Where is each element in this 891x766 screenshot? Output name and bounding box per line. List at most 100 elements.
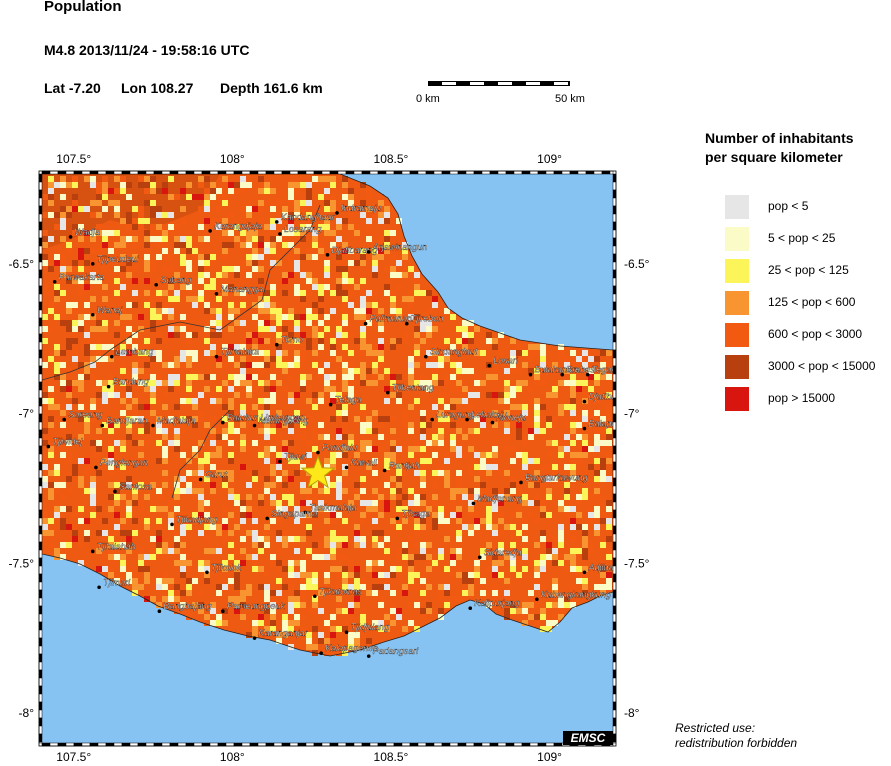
population-cell	[78, 458, 84, 464]
population-cell	[78, 326, 84, 332]
population-cell	[348, 368, 354, 374]
frame-segment	[473, 170, 483, 175]
population-cell	[192, 194, 198, 200]
population-cell	[378, 626, 384, 632]
population-cell	[234, 578, 240, 584]
population-cell	[534, 344, 540, 350]
population-cell	[570, 560, 576, 566]
population-cell	[270, 284, 276, 290]
frame-segment	[81, 742, 91, 747]
frame-segment	[289, 742, 299, 747]
frame-segment	[38, 357, 43, 367]
population-cell	[252, 566, 258, 572]
population-cell	[522, 608, 528, 614]
population-cell	[168, 314, 174, 320]
frame-segment	[612, 221, 617, 231]
city-marker: Tjimalaka	[214, 347, 259, 359]
population-cell	[132, 590, 138, 596]
population-cell	[450, 500, 456, 506]
city-label: Indramaju	[341, 203, 381, 213]
population-cell	[168, 596, 174, 602]
population-cell	[522, 548, 528, 554]
population-cell	[90, 200, 96, 206]
population-cell	[378, 374, 384, 380]
population-cell	[456, 428, 462, 434]
population-cell	[420, 608, 426, 614]
city-label: Losari	[493, 356, 519, 366]
population-cell	[42, 260, 48, 266]
population-cell	[330, 506, 336, 512]
population-cell	[318, 488, 324, 494]
population-cell	[450, 488, 456, 494]
population-cell	[306, 560, 312, 566]
population-cell	[360, 476, 366, 482]
frame-segment	[612, 709, 617, 719]
population-cell	[390, 416, 396, 422]
population-cell	[186, 362, 192, 368]
population-cell	[78, 224, 84, 230]
population-cell	[72, 176, 78, 182]
population-cell	[270, 188, 276, 194]
population-cell	[132, 500, 138, 506]
population-cell	[156, 536, 162, 542]
population-cell	[366, 416, 372, 422]
population-cell	[360, 632, 366, 638]
population-cell	[120, 290, 126, 296]
city-marker: Subang	[154, 275, 191, 287]
population-cell	[60, 182, 66, 188]
population-cell	[156, 206, 162, 212]
population-cell	[96, 260, 102, 266]
population-cell	[258, 350, 264, 356]
population-cell	[588, 368, 594, 374]
population-cell	[90, 416, 96, 422]
population-cell	[84, 530, 90, 536]
population-cell	[102, 188, 108, 194]
frame-segment	[612, 373, 617, 383]
population-cell	[570, 440, 576, 446]
population-cell	[498, 548, 504, 554]
population-cell	[84, 374, 90, 380]
population-cell	[330, 248, 336, 254]
frame-segment	[38, 573, 43, 583]
population-cell	[264, 626, 270, 632]
population-cell	[120, 554, 126, 560]
city-marker: Tjimari	[97, 577, 131, 590]
frame-segment	[38, 381, 43, 391]
population-cell	[570, 362, 576, 368]
population-cell	[66, 368, 72, 374]
population-cell	[546, 368, 552, 374]
population-cell	[150, 314, 156, 320]
city-label: Bangtarkawung	[525, 472, 588, 482]
population-cell	[258, 188, 264, 194]
population-cell	[372, 572, 378, 578]
population-cell	[324, 374, 330, 380]
population-cell	[306, 440, 312, 446]
population-cell	[162, 290, 168, 296]
population-cell	[426, 566, 432, 572]
population-cell	[216, 308, 222, 314]
population-cell	[312, 404, 318, 410]
population-cell	[204, 200, 210, 206]
population-cell	[168, 326, 174, 332]
population-cell	[294, 614, 300, 620]
population-cell	[138, 416, 144, 422]
population-cell	[168, 332, 174, 338]
city-label: Sindanglaut	[430, 347, 478, 357]
population-cell	[162, 548, 168, 554]
frame-segment	[612, 533, 617, 543]
population-cell	[492, 554, 498, 560]
population-cell	[474, 488, 480, 494]
population-cell	[384, 326, 390, 332]
population-cell	[318, 332, 324, 338]
population-cell	[432, 494, 438, 500]
city-marker: Losarang	[278, 224, 322, 236]
population-cell	[390, 494, 396, 500]
population-cell	[126, 536, 132, 542]
city-label: Madjenang	[477, 493, 522, 503]
population-cell	[474, 494, 480, 500]
frame-segment	[601, 170, 611, 175]
population-cell	[342, 278, 348, 284]
population-cell	[342, 218, 348, 224]
population-cell	[306, 554, 312, 560]
population-cell	[390, 590, 396, 596]
